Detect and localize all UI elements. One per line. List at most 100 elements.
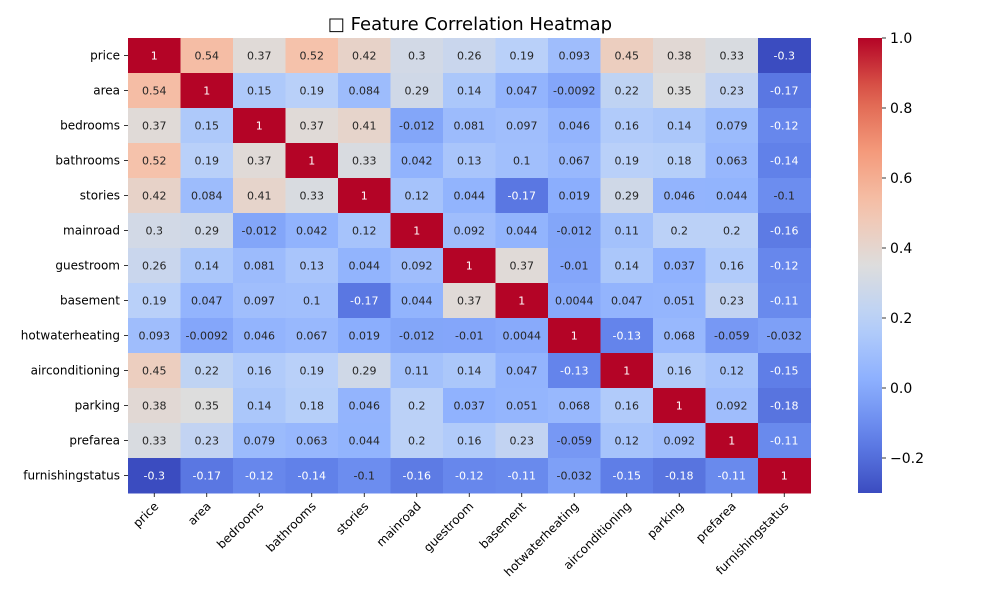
heatmap-cell [128,108,181,144]
heatmap-cell-label: 0.37 [510,260,535,273]
heatmap-cell [495,108,549,144]
heatmap-cell [758,178,811,214]
heatmap-cell [390,318,444,354]
heatmap-cell-label: -0.11 [770,435,798,448]
colorbar-tick-label: 0.2 [890,311,912,327]
heatmap-cell [128,318,181,354]
heatmap-cell-label: 0.23 [720,85,745,98]
heatmap-cell-label: 0.26 [457,50,482,63]
heatmap-cell-label: 0.14 [457,85,482,98]
heatmap-cell [600,458,654,494]
heatmap-cell [705,388,759,424]
heatmap-cell-label: -0.11 [770,295,798,308]
heatmap-cell-label: 1 [308,155,315,168]
heatmap-cell-label: -0.12 [770,120,798,133]
heatmap-cell-label: 0.14 [247,400,272,413]
y-axis-tick-label: airconditioning [31,364,120,378]
x-axis-tick-label: bathrooms [263,499,319,555]
heatmap-cell-label: 0.3 [408,50,426,63]
heatmap-cell-label: 0.15 [195,120,220,133]
heatmap-cell [705,143,759,179]
heatmap-cell-label: 0.45 [142,365,167,378]
heatmap-cell [495,423,549,459]
heatmap-cell [180,423,234,459]
heatmap-cell [758,248,811,284]
heatmap-cell [600,213,654,249]
heatmap-cell-label: 0.19 [510,50,535,63]
heatmap-cell-label: 0.079 [244,435,276,448]
heatmap-cell-label: 0.079 [716,120,748,133]
heatmap-cell-label: -0.17 [193,470,221,483]
heatmap-cell-label: 1 [623,365,630,378]
heatmap-cell [653,423,706,459]
heatmap-cell-label: 0.047 [611,295,643,308]
heatmap-cell [180,388,234,424]
heatmap-cell [443,318,496,354]
heatmap-cell [443,423,496,459]
heatmap-cell [705,353,759,389]
heatmap-cell [600,73,654,109]
heatmap-cell [443,178,496,214]
heatmap-cell [338,283,391,319]
heatmap-cell-label: 0.044 [401,295,433,308]
heatmap-cell-label: 0.067 [559,155,591,168]
heatmap-cell [390,283,444,319]
heatmap-cell [180,318,234,354]
heatmap-cell-label: 0.093 [139,330,171,343]
heatmap-cell [390,143,444,179]
heatmap-cell-label: 0.37 [142,120,167,133]
heatmap-cell-label: 0.081 [454,120,486,133]
heatmap-cell [548,318,601,354]
heatmap-cell [128,423,181,459]
heatmap-cell [758,318,811,354]
heatmap-cell [390,388,444,424]
heatmap-cell [495,458,549,494]
heatmap-cell-label: -0.17 [350,295,378,308]
heatmap-cell-label: -0.0092 [186,330,228,343]
heatmap-cell-label: -0.3 [144,470,165,483]
heatmap-cell [338,248,391,284]
heatmap-cell-label: 0.29 [615,190,640,203]
y-axis-tick-label: mainroad [63,224,120,238]
heatmap-cell-label: 0.37 [457,295,482,308]
heatmap-cell-label: 1 [518,295,525,308]
heatmap-cell-label: 0.051 [506,400,538,413]
heatmap-cell-label: 1 [203,85,210,98]
heatmap-cell-label: 0.18 [300,400,325,413]
heatmap-cell [758,353,811,389]
heatmap-cell [285,388,339,424]
heatmap-cell-label: 0.23 [720,295,745,308]
heatmap-cell-label: 0.54 [142,85,167,98]
heatmap-cell-label: -0.12 [245,470,273,483]
heatmap-cell-label: 0.14 [457,365,482,378]
heatmap-cell [548,73,601,109]
heatmap-cell [285,213,339,249]
heatmap-cell [495,178,549,214]
heatmap-cell [390,458,444,494]
heatmap-cell-label: 1 [676,400,683,413]
heatmap-cell-label: 0.12 [720,365,745,378]
heatmap-cell-label: 0.044 [716,190,748,203]
heatmap-cell [128,178,181,214]
heatmap-cell [548,38,601,74]
heatmap-cell-label: 0.33 [300,190,325,203]
heatmap-cell-label: 0.093 [559,50,591,63]
heatmap-cell [705,178,759,214]
heatmap-cell-label: -0.16 [403,470,431,483]
colorbar-tick-label: 0.0 [890,381,912,397]
heatmap-cell [548,213,601,249]
heatmap-cell [338,458,391,494]
heatmap-cell [653,38,706,74]
heatmap-cell [128,283,181,319]
heatmap-cell-label: 0.068 [559,400,591,413]
heatmap-cell-label: 0.37 [247,155,272,168]
heatmap-cell [600,318,654,354]
heatmap-cell [128,143,181,179]
heatmap-cell [443,388,496,424]
heatmap-cell [495,353,549,389]
heatmap-cell-label: 0.092 [664,435,696,448]
heatmap-cell [180,38,234,74]
heatmap-cell [233,73,286,109]
heatmap-cell [600,353,654,389]
heatmap-cell [128,38,181,74]
